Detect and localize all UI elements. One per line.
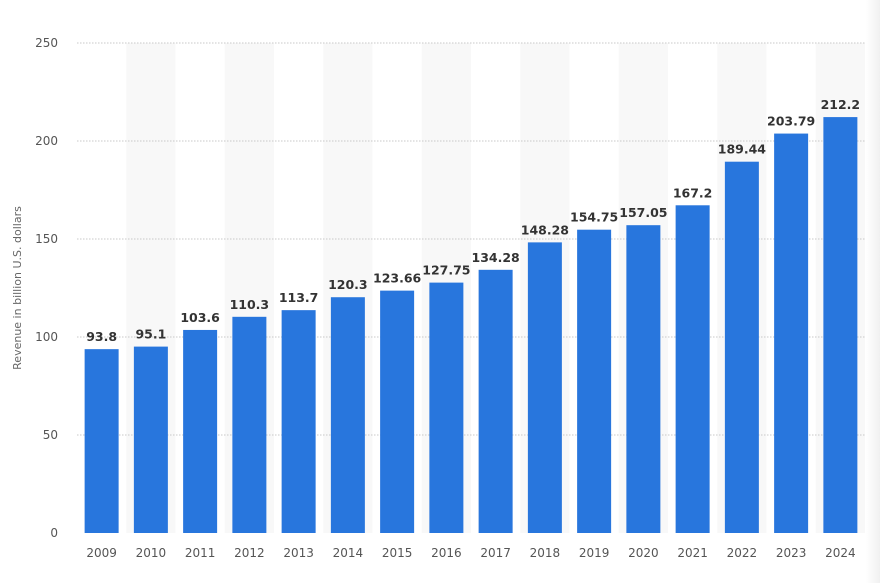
- x-tick-2023: 2023: [776, 546, 807, 560]
- x-tick-2024: 2024: [825, 546, 856, 560]
- x-tick-2013: 2013: [283, 546, 314, 560]
- data-label-2023: 203.79: [767, 114, 815, 129]
- bar-2018: [527, 242, 562, 533]
- bar-2012: [232, 316, 267, 533]
- y-tick-200: 200: [35, 134, 58, 148]
- bar-2013: [281, 310, 316, 533]
- data-label-2022: 189.44: [718, 142, 767, 157]
- data-label-2013: 113.7: [279, 290, 319, 305]
- bar-2014: [330, 297, 365, 533]
- data-label-2009: 93.8: [86, 329, 117, 344]
- right-edge-shadow: [866, 0, 880, 583]
- y-axis-label: Revenue in billion U.S. dollars: [11, 206, 24, 370]
- x-tick-2020: 2020: [628, 546, 659, 560]
- bar-2020: [626, 225, 661, 533]
- x-tick-2010: 2010: [136, 546, 167, 560]
- x-tick-2011: 2011: [185, 546, 216, 560]
- bar-2019: [577, 229, 612, 533]
- x-tick-2014: 2014: [333, 546, 364, 560]
- y-tick-100: 100: [35, 330, 58, 344]
- bar-2021: [675, 205, 710, 533]
- x-tick-2021: 2021: [677, 546, 708, 560]
- bar-2011: [183, 329, 218, 533]
- x-tick-2016: 2016: [431, 546, 462, 560]
- data-label-2020: 157.05: [619, 205, 667, 220]
- data-label-2010: 95.1: [135, 327, 166, 342]
- x-tick-2017: 2017: [480, 546, 511, 560]
- x-tick-2015: 2015: [382, 546, 413, 560]
- bar-2009: [84, 349, 119, 533]
- data-label-2017: 134.28: [472, 250, 520, 265]
- x-tick-2022: 2022: [727, 546, 758, 560]
- data-label-2016: 127.75: [422, 263, 470, 278]
- x-tick-2009: 2009: [86, 546, 117, 560]
- x-tick-2012: 2012: [234, 546, 265, 560]
- y-tick-250: 250: [35, 36, 58, 50]
- x-tick-2019: 2019: [579, 546, 610, 560]
- bar-2023: [774, 133, 809, 533]
- x-tick-2018: 2018: [530, 546, 561, 560]
- data-label-2011: 103.6: [180, 310, 220, 325]
- data-label-2021: 167.2: [673, 185, 713, 200]
- bar-2010: [133, 346, 168, 533]
- y-tick-150: 150: [35, 232, 58, 246]
- data-label-2019: 154.75: [570, 210, 618, 225]
- y-tick-50: 50: [43, 428, 58, 442]
- y-tick-0: 0: [50, 526, 58, 540]
- bar-2024: [823, 117, 858, 533]
- data-label-2024: 212.2: [821, 97, 861, 112]
- data-label-2015: 123.66: [373, 271, 422, 286]
- data-label-2018: 148.28: [521, 222, 569, 237]
- data-label-2012: 110.3: [230, 297, 270, 312]
- bar-2017: [478, 269, 513, 533]
- bar-2022: [724, 161, 759, 533]
- data-label-2014: 120.3: [328, 277, 368, 292]
- bar-2015: [380, 290, 415, 533]
- bar-2016: [429, 282, 464, 533]
